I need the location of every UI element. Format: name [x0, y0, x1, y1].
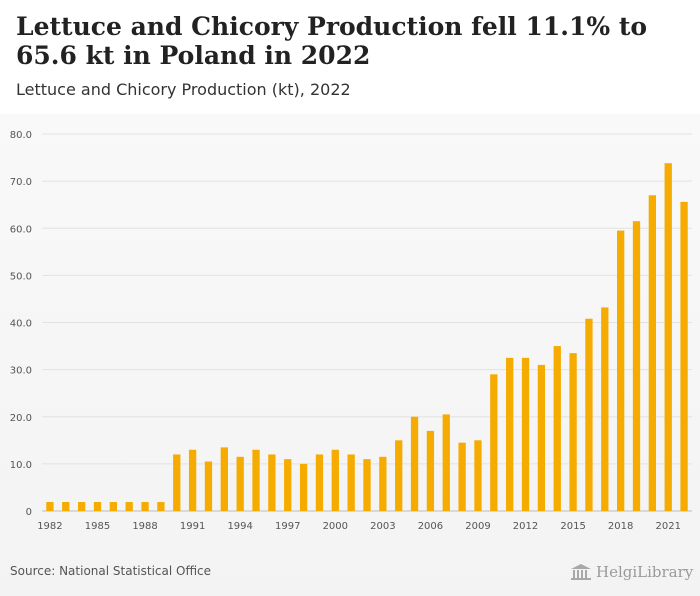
x-tick-label: 2021 — [655, 521, 680, 532]
bar-1990 — [173, 454, 181, 511]
bar-2006 — [426, 430, 435, 511]
bar-1992 — [204, 461, 213, 511]
x-tick-label: 1988 — [132, 521, 157, 532]
bar-1997 — [284, 459, 292, 511]
x-tick-label: 1997 — [275, 521, 300, 532]
chart-header: Lettuce and Chicory Production fell 11.1… — [0, 0, 700, 114]
y-tick-label: 20.0 — [10, 413, 32, 424]
bar-1986 — [109, 502, 117, 511]
x-tick-label: 2018 — [608, 521, 633, 532]
bar-1983 — [62, 502, 70, 511]
bar-2012 — [521, 357, 530, 511]
bar-1987 — [125, 502, 133, 511]
bar-2001 — [347, 454, 355, 511]
x-tick-label: 1991 — [180, 521, 205, 532]
bar-2000 — [331, 449, 339, 511]
bar-2005 — [410, 416, 419, 511]
bar-2015 — [569, 353, 577, 511]
bar-2022 — [680, 201, 688, 512]
y-tick-label: 40.0 — [10, 319, 32, 330]
bar-2021 — [664, 163, 672, 511]
bar-2014 — [553, 346, 561, 511]
chart-subtitle: Lettuce and Chicory Production (kt), 202… — [16, 80, 351, 99]
bar-2018 — [617, 230, 625, 511]
source-note: Source: National Statistical Office — [10, 564, 212, 578]
bar-2020 — [648, 195, 657, 511]
bar-1999 — [315, 454, 324, 511]
y-tick-label: 30.0 — [10, 366, 32, 377]
x-tick-label: 2006 — [418, 521, 443, 532]
y-tick-label: 0 — [26, 507, 32, 518]
bar-2010 — [490, 374, 498, 511]
bar-1991 — [188, 449, 197, 511]
bar-2016 — [585, 318, 593, 511]
chart-title: Lettuce and Chicory Production fell 11.1… — [16, 12, 648, 70]
bar-2017 — [601, 307, 609, 511]
x-tick-label: 2000 — [323, 521, 348, 532]
bar-1982 — [46, 502, 54, 511]
bar-2009 — [474, 440, 482, 511]
bar-chart: 0 10.0 20.0 30.0 40.0 50.0 60.0 70.0 80.0 1982 198… — [10, 130, 692, 532]
x-tick-label: 1982 — [37, 521, 62, 532]
bar-2007 — [442, 414, 450, 511]
y-tick-label: 80.0 — [10, 130, 32, 141]
y-tick-label: 70.0 — [10, 177, 32, 188]
bar-1996 — [268, 454, 276, 511]
x-tick-label: 2012 — [513, 521, 538, 532]
logo-text: HelgiLibrary — [596, 563, 694, 581]
bar-1989 — [157, 502, 165, 511]
x-tick-label: 2015 — [560, 521, 585, 532]
bar-2003 — [379, 456, 387, 511]
y-tick-label: 60.0 — [10, 224, 32, 235]
chart-area: 0 10.0 20.0 30.0 40.0 50.0 60.0 70.0 80.0 1982 198… — [0, 114, 700, 596]
x-tick-label: 1985 — [85, 521, 110, 532]
library-building-icon — [571, 564, 591, 580]
x-tick-label: 2009 — [465, 521, 490, 532]
x-tick-label: 2003 — [370, 521, 395, 532]
bar-2008 — [458, 442, 466, 511]
y-tick-label: 10.0 — [10, 460, 32, 471]
x-tick-label: 1994 — [227, 521, 252, 532]
bar-1988 — [141, 502, 149, 511]
bar-2004 — [395, 440, 403, 511]
bar-1985 — [93, 502, 102, 511]
bar-2011 — [506, 357, 514, 511]
bar-1994 — [236, 456, 244, 511]
bar-2002 — [363, 459, 371, 511]
bar-1998 — [299, 463, 308, 511]
bar-1995 — [252, 449, 260, 511]
bar-2019 — [632, 221, 641, 511]
y-tick-label: 50.0 — [10, 271, 32, 282]
helgilibrary-logo: HelgiLibrary — [570, 560, 693, 584]
bar-1984 — [77, 502, 86, 511]
bar-2013 — [537, 364, 546, 511]
bar-1993 — [220, 447, 228, 511]
